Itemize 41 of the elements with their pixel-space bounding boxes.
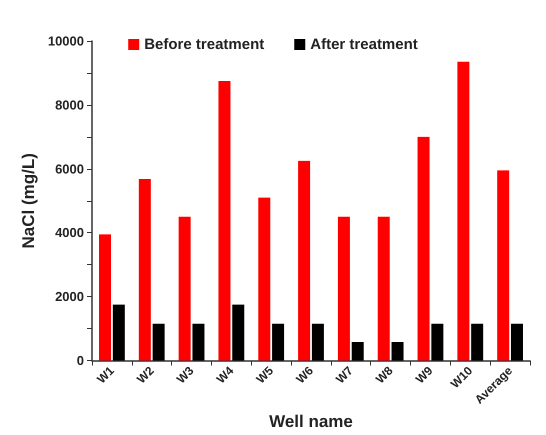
x-axis-title: Well name: [269, 412, 353, 431]
bar: [298, 160, 310, 361]
bar: [272, 324, 284, 361]
bar: [378, 216, 390, 361]
x-tick-label: W6: [293, 363, 316, 386]
x-tick-label: W3: [174, 363, 197, 386]
y-axis-title: NaCl (mg/L): [18, 153, 38, 248]
bar: [218, 80, 230, 361]
y-tick-label: 10000: [48, 34, 84, 48]
bar: [352, 342, 364, 361]
y-tick-label: 8000: [55, 97, 84, 112]
bar: [99, 234, 112, 361]
y-tick-label: 4000: [55, 225, 84, 240]
bar: [232, 304, 244, 361]
y-tick-label: 0: [76, 353, 84, 368]
bar: [338, 216, 350, 361]
bar: [392, 342, 404, 361]
bar: [510, 324, 523, 361]
x-tick-label: W9: [412, 363, 436, 386]
legend-label: Before treatment: [144, 36, 264, 53]
x-tick-label: W4: [214, 363, 237, 386]
bar: [457, 62, 470, 361]
x-tick-label: W8: [372, 363, 396, 386]
x-tick-label: W5: [254, 363, 276, 386]
x-tick-label: W2: [134, 363, 157, 386]
y-tick-label: 2000: [55, 289, 84, 304]
bar: [152, 324, 165, 361]
x-tick-label: W1: [94, 363, 118, 386]
x-tick-label: W7: [333, 363, 356, 386]
bar: [112, 304, 125, 361]
bar: [138, 179, 151, 361]
bar: [258, 198, 270, 361]
legend-label: After treatment: [310, 36, 418, 53]
bar: [497, 170, 510, 361]
y-tick-label: 6000: [55, 161, 84, 176]
bar: [418, 136, 430, 361]
bar: [178, 216, 191, 361]
bar: [431, 324, 444, 361]
bar: [192, 324, 204, 361]
bar: [312, 324, 324, 361]
bar: [471, 324, 484, 361]
